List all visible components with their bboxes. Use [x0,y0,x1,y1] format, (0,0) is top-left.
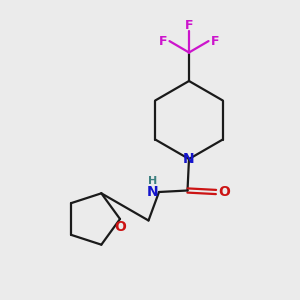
Text: F: F [185,19,193,32]
Text: F: F [211,34,219,48]
Text: N: N [183,152,195,166]
Text: O: O [114,220,126,234]
Text: H: H [148,176,157,187]
Text: O: O [218,185,230,199]
Text: N: N [147,185,158,199]
Text: F: F [159,34,167,48]
